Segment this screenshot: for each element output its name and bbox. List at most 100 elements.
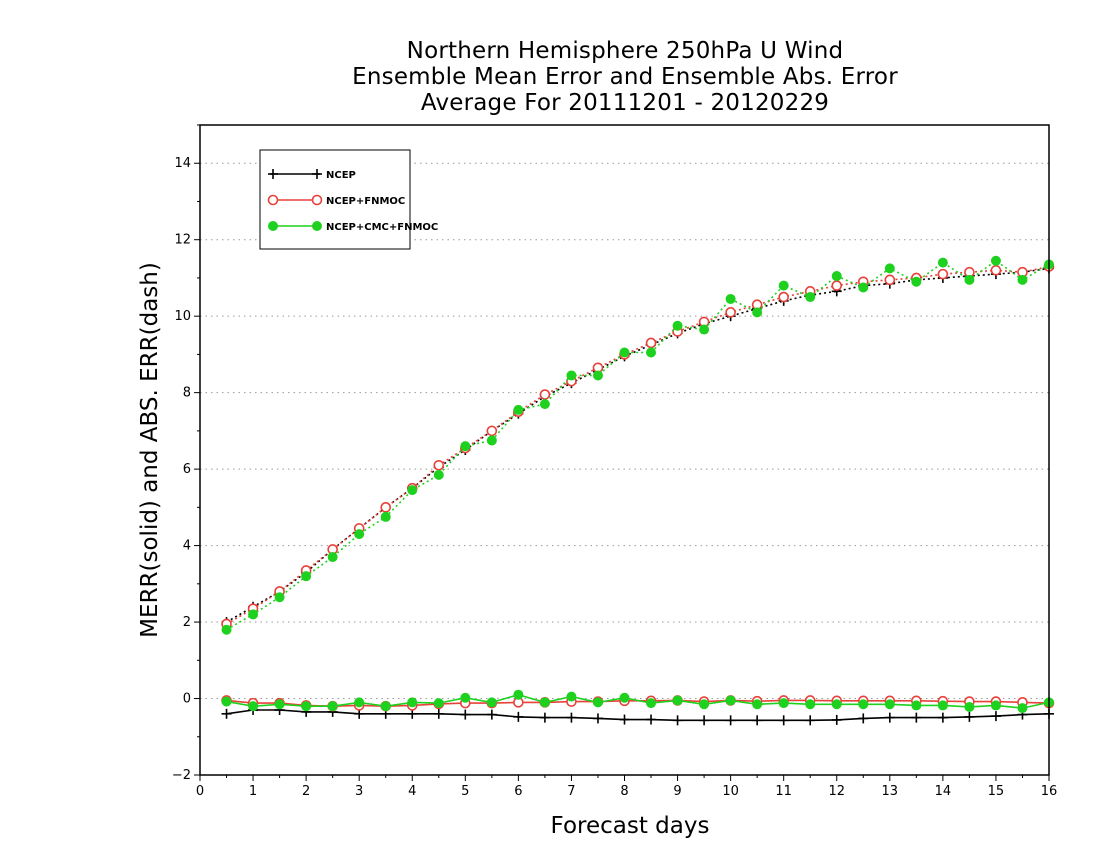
abs-err-point-ncep-fnmoc (937, 268, 949, 280)
mean-err-point-ncep-cmc-fnmoc (805, 699, 816, 710)
abs-err-point-ncep-cmc-fnmoc (460, 441, 471, 452)
series-layer (221, 255, 1055, 726)
x-tick-label: 8 (620, 784, 628, 799)
legend: NCEP NCEP+FNMOC NCEP+CMC+FNMOC (259, 149, 438, 250)
legend-marker-ncep-cmc-fnmoc (312, 221, 322, 231)
mean-err-point-ncep (539, 712, 550, 723)
mean-err-point-ncep-cmc-fnmoc (592, 697, 603, 708)
mean-err-point-ncep (831, 714, 842, 725)
abs-err-point-ncep-fnmoc (990, 264, 1002, 276)
x-tick-label: 15 (988, 784, 1005, 799)
mean-err-point-ncep-cmc-fnmoc (990, 700, 1001, 711)
abs-err-point-ncep-fnmoc (539, 389, 551, 400)
mean-err-point-ncep-cmc-fnmoc (699, 699, 710, 710)
mean-err-point-ncep (672, 715, 683, 726)
y-tick-label: 8 (183, 386, 191, 401)
abs-err-point-ncep-cmc-fnmoc (937, 257, 948, 268)
x-tick-label: 14 (935, 784, 952, 799)
chart-title: Northern Hemisphere 250hPa U Wind (406, 38, 844, 64)
y-axis-label: MERR(solid) and ABS. ERR(dash) (137, 262, 163, 638)
abs-err-point-ncep-fnmoc (486, 425, 498, 437)
legend-marker-ncep-fnmoc (267, 194, 279, 206)
legend-marker-ncep (268, 169, 278, 179)
x-tick-label: 1 (249, 784, 257, 799)
mean-err-point-ncep-cmc-fnmoc (725, 695, 736, 706)
y-tick-label: −2 (172, 768, 191, 783)
grid (200, 162, 1049, 776)
mean-err-point-ncep-cmc-fnmoc (884, 699, 895, 710)
x-tick-label: 11 (775, 784, 792, 799)
abs-err-point-ncep-fnmoc (645, 337, 657, 349)
legend-label-ncep-cmc-fnmoc: NCEP+CMC+FNMOC (326, 222, 438, 233)
mean-err-point-ncep-cmc-fnmoc (911, 700, 922, 711)
abs-err-point-ncep-fnmoc (778, 291, 789, 303)
mean-err-point-ncep (513, 711, 524, 722)
mean-err-point-ncep-cmc-fnmoc (566, 691, 577, 702)
mean-err-point-ncep (699, 715, 710, 726)
x-tick-label: 7 (567, 784, 575, 799)
y-tick-label: 2 (183, 615, 191, 630)
mean-err-point-ncep-cmc-fnmoc (407, 697, 418, 708)
legend-marker-ncep-fnmoc (311, 194, 323, 206)
abs-err-point-ncep-cmc-fnmoc (1017, 274, 1028, 285)
chart-titles: Northern Hemisphere 250hPa U Wind Ensemb… (200, 38, 1050, 116)
x-tick-label: 12 (828, 784, 845, 799)
legend-label-ncep: NCEP (326, 170, 356, 181)
x-tick-label: 6 (514, 784, 522, 799)
abs-err-point-ncep-cmc-fnmoc (831, 271, 842, 282)
abs-err-point-ncep-cmc-fnmoc (248, 609, 259, 620)
mean-err-point-ncep (990, 711, 1001, 722)
abs-err-point-ncep-cmc-fnmoc (646, 347, 657, 358)
mean-err-point-ncep (778, 715, 789, 726)
abs-err-point-ncep-fnmoc (725, 307, 736, 318)
x-tick-label: 3 (355, 784, 363, 799)
mean-err-point-ncep-cmc-fnmoc (858, 699, 869, 710)
y-tick-label: 6 (183, 462, 191, 477)
abs-err-point-ncep-cmc-fnmoc (486, 435, 497, 446)
abs-err-point-ncep-cmc-fnmoc (619, 347, 630, 358)
abs-err-point-ncep-cmc-fnmoc (354, 529, 365, 540)
chart-subtitle: Ensemble Mean Error and Ensemble Abs. Er… (352, 64, 898, 90)
mean-err-point-ncep-cmc-fnmoc (937, 700, 948, 711)
abs-err-point-ncep-cmc-fnmoc (672, 320, 683, 331)
abs-err-point-ncep-cmc-fnmoc (964, 274, 975, 285)
mean-err-point-ncep (884, 712, 895, 723)
mean-err-point-ncep (858, 713, 869, 724)
mean-err-point-ncep (433, 708, 444, 719)
x-tick-label: 5 (461, 784, 469, 799)
x-tick-label: 13 (882, 784, 899, 799)
y-tick-label: 10 (174, 309, 191, 324)
mean-err-point-ncep-cmc-fnmoc (486, 697, 497, 708)
abs-err-point-ncep-cmc-fnmoc (990, 255, 1001, 266)
abs-err-point-ncep-cmc-fnmoc (221, 624, 232, 635)
abs-err-point-ncep-cmc-fnmoc (858, 282, 869, 293)
abs-err-point-ncep-cmc-fnmoc (407, 485, 418, 496)
mean-err-point-ncep (752, 715, 763, 726)
legend-marker-ncep-cmc-fnmoc (268, 221, 278, 231)
abs-err-line-ncep (226, 267, 1050, 623)
mean-err-point-ncep (937, 712, 948, 723)
mean-err-point-ncep (725, 715, 736, 726)
abs-err-point-ncep-cmc-fnmoc (539, 399, 550, 410)
mean-err-point-ncep-cmc-fnmoc (752, 699, 763, 710)
mean-err-point-ncep-cmc-fnmoc (1017, 703, 1028, 714)
y-tick-label: 4 (183, 539, 191, 554)
mean-err-point-ncep (646, 714, 657, 725)
mean-err-point-ncep-cmc-fnmoc (460, 692, 471, 703)
x-tick-label: 0 (196, 784, 204, 799)
abs-err-point-ncep-cmc-fnmoc (433, 469, 444, 480)
mean-err-point-ncep-cmc-fnmoc (778, 698, 789, 709)
abs-err-point-ncep-cmc-fnmoc (301, 571, 312, 582)
y-tick-label: 14 (174, 156, 191, 171)
mean-err-point-ncep-cmc-fnmoc (539, 697, 550, 708)
abs-err-point-ncep-cmc-fnmoc (752, 307, 763, 318)
abs-err-point-ncep-cmc-fnmoc (778, 280, 789, 291)
abs-err-point-ncep-cmc-fnmoc (725, 293, 736, 304)
x-tick-label: 9 (673, 784, 681, 799)
mean-err-point-ncep-cmc-fnmoc (433, 698, 444, 709)
mean-err-point-ncep (566, 712, 577, 723)
abs-err-point-ncep-cmc-fnmoc (327, 552, 338, 563)
legend-marker-ncep (312, 169, 322, 179)
mean-err-point-ncep (486, 709, 497, 720)
